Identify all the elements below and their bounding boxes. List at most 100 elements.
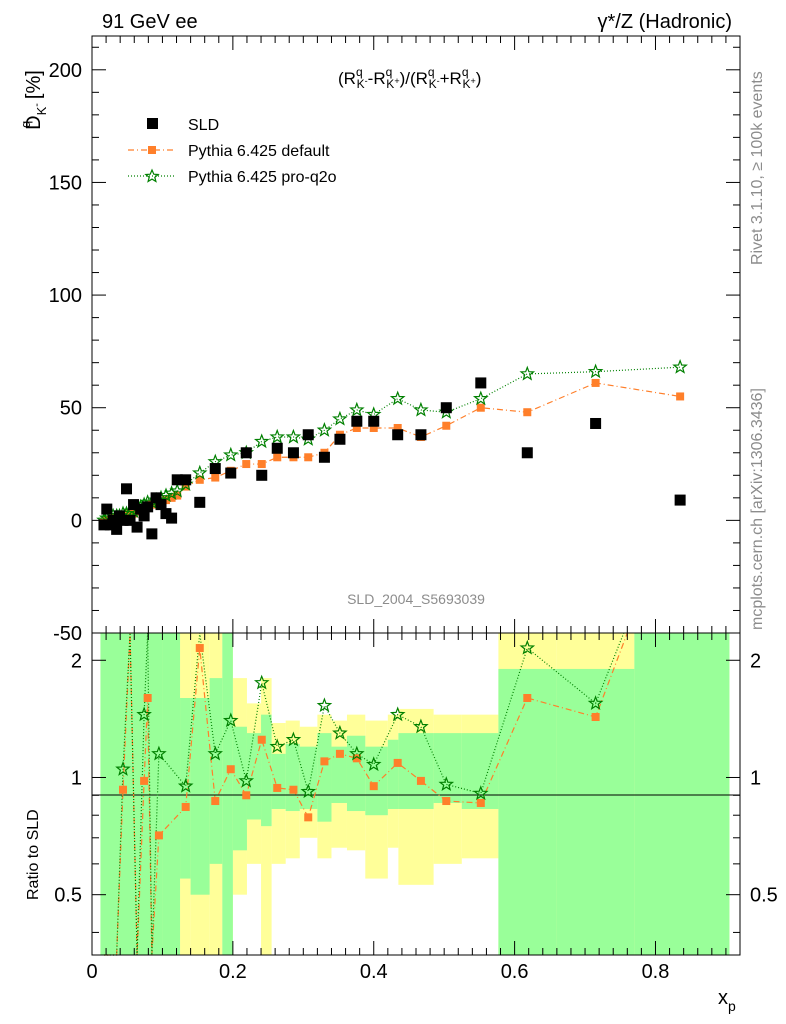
uncertainty-band-green: [398, 733, 434, 809]
uncertainty-band-green: [246, 733, 262, 820]
y-tick-label: 100: [49, 285, 82, 307]
y-axis-label-subsup: -: [31, 103, 43, 107]
point-sld: [256, 469, 268, 481]
x-tick-label: 0.2: [219, 961, 247, 983]
point-sld: [98, 519, 110, 531]
uncertainty-band-green: [346, 735, 366, 812]
point-default: [369, 423, 378, 432]
y-axis-label-sup: q: [18, 121, 33, 128]
y-axis-label-unit: [%]: [23, 70, 45, 99]
ratio-point-proq2o: [207, 745, 223, 761]
point-default: [591, 378, 600, 387]
ratio-point-default: [226, 765, 235, 774]
point-sld: [674, 494, 686, 506]
point-sld: [180, 474, 192, 486]
left-title: 91 GeV ee: [102, 11, 198, 33]
rivet-label: Rivet 3.1.10, ≥ 100k events: [749, 71, 766, 265]
point-sld: [124, 514, 136, 526]
point-default: [173, 491, 182, 500]
ratio-point-default: [442, 797, 451, 806]
ratio-point-default: [154, 831, 163, 840]
point-sld: [171, 474, 183, 486]
y-axis-label-sub: K: [34, 106, 49, 115]
point-sld: [150, 492, 162, 504]
uncertainty-band-green: [209, 678, 223, 864]
point-sld: [155, 499, 167, 511]
point-proq2o: [269, 428, 286, 444]
x-axis-label-main: x: [718, 987, 728, 1009]
y-tick-label: 150: [49, 172, 82, 194]
ratio-bands: [100, 633, 730, 955]
point-default: [676, 392, 685, 401]
point-sld: [111, 523, 123, 535]
point-proq2o: [413, 401, 429, 417]
uncertainty-band-green: [634, 633, 730, 955]
svg-text:DK-[%]: DK- [%]: [23, 70, 49, 130]
legend-label-sld: SLD: [188, 117, 219, 134]
point-sld: [117, 514, 129, 526]
right-title: γ*/Z (Hadronic): [598, 11, 732, 33]
ratio-point-default: [523, 694, 532, 703]
point-sld: [101, 503, 113, 515]
point-proq2o: [349, 401, 365, 417]
point-proq2o: [285, 428, 302, 444]
point-sld: [351, 415, 363, 427]
point-sld: [146, 528, 158, 540]
ratio-point-default: [304, 813, 313, 822]
ratio-point-default: [257, 735, 266, 744]
ratio-point-proq2o: [115, 760, 131, 776]
point-sld: [287, 447, 299, 459]
point-default: [442, 421, 451, 430]
point-default: [257, 460, 266, 469]
point-sld: [318, 451, 330, 463]
uncertainty-band-green: [180, 698, 191, 879]
point-default: [167, 493, 176, 502]
point-default: [476, 403, 485, 412]
uncertainty-band-green: [190, 698, 210, 895]
uncertainty-band-green: [261, 714, 272, 827]
point-default: [523, 408, 532, 417]
ratio-ticks: [91, 633, 740, 955]
point-sld: [240, 447, 252, 459]
y-tick-label: -50: [53, 623, 82, 645]
point-sld: [107, 514, 119, 526]
uncertainty-band-green: [299, 746, 318, 809]
ratio-y-tick-label-right: 0.5: [750, 885, 778, 907]
ratio-point-default: [211, 797, 220, 806]
ratio-point-proq2o: [151, 745, 167, 761]
ratio-point-default: [393, 758, 402, 767]
ratio-point-default: [352, 754, 361, 763]
point-proq2o: [332, 410, 348, 426]
main-plot-marks: [96, 358, 688, 540]
point-default: [273, 453, 282, 462]
ratio-line-proq2o: [103, 632, 625, 956]
ratio-point-default: [181, 802, 190, 811]
ratio-point-proq2o: [222, 712, 239, 728]
ratio-point-proq2o: [269, 738, 286, 754]
ratio-point-proq2o: [300, 783, 317, 799]
uncertainty-band-green: [285, 743, 300, 812]
point-sld: [128, 499, 140, 511]
ratio-point-proq2o: [472, 785, 489, 801]
uncertainty-band-green: [317, 733, 332, 822]
ratio-point-proq2o: [316, 697, 333, 713]
ratio-point-default: [273, 783, 282, 792]
ratio-point-proq2o: [438, 776, 455, 791]
point-default: [304, 453, 313, 462]
main-plot: -50 0 50 100 150 200 DK- [%] q (Rq K--Rq K+)/(Rq…: [18, 35, 741, 645]
ratio-y-tick-label: 1: [71, 767, 82, 789]
point-sld: [521, 447, 533, 459]
legend-marker-proq2o: [144, 168, 160, 183]
point-sld: [475, 377, 487, 389]
ratio-point-proq2o: [587, 695, 604, 710]
uncertainty-band-green: [433, 733, 462, 803]
mcplots-label: mcplots.cern.ch [arXiv:1306.3436]: [749, 388, 766, 630]
ratio-point-proq2o: [285, 731, 302, 747]
ratio-point-default: [289, 785, 298, 794]
ratio-y-tick-labels: 0.5 0.5 1 1 2 2: [54, 650, 778, 906]
series-line-default: [103, 382, 681, 524]
uncertainty-band-green: [387, 739, 399, 809]
point-sld: [166, 512, 178, 524]
uncertainty-band-green: [498, 668, 557, 955]
point-sld: [135, 503, 147, 515]
